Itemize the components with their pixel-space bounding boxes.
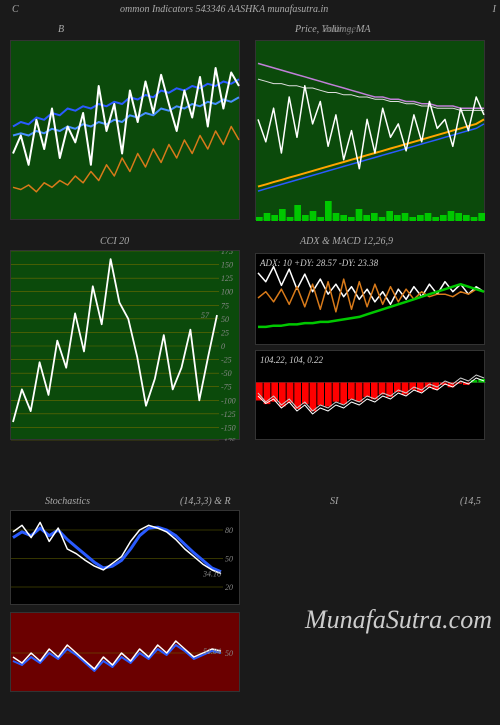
- stochastics-title-left: Stochastics: [45, 496, 90, 507]
- macd-chart: 104.22, 104, 0.22: [255, 350, 485, 440]
- svg-text:-100: -100: [221, 396, 236, 405]
- header-left: C: [12, 4, 19, 15]
- svg-text:50: 50: [225, 555, 233, 564]
- cci-chart: -175 -150 -125 -100 -75 -50 -25 0 25 50 75 100 125 15…: [10, 250, 240, 440]
- adx-macd-title: ADX & MACD 12,26,9: [300, 236, 393, 247]
- svg-text:34.16: 34.16: [202, 570, 221, 579]
- header-right: I: [493, 4, 496, 15]
- stochastics-chart: 20 50 80 34.16: [10, 510, 240, 605]
- svg-text:20: 20: [225, 583, 233, 592]
- stochastics-title-right: (14,3,3) & R: [180, 496, 231, 507]
- svg-text:25: 25: [221, 328, 229, 337]
- svg-text:-75: -75: [221, 383, 232, 392]
- svg-text:50: 50: [221, 315, 229, 324]
- svg-text:0: 0: [221, 342, 225, 351]
- header-center: ommon Indicators 543346 AASHKA munafasut…: [120, 4, 328, 15]
- bollinger-title: B: [58, 24, 64, 35]
- svg-text:-175: -175: [221, 437, 236, 441]
- rsi-title-right: (14,5: [460, 496, 481, 507]
- svg-text:80: 80: [225, 526, 233, 535]
- svg-text:-25: -25: [221, 356, 232, 365]
- svg-text:150: 150: [221, 261, 233, 270]
- svg-text:125: 125: [221, 274, 233, 283]
- svg-text:75: 75: [221, 301, 229, 310]
- svg-text:-125: -125: [221, 410, 236, 419]
- price-ma-chart: [255, 40, 485, 220]
- svg-text:ADX: 10 +DY: 28.57 -DY: 23.3: ADX: 10 +DY: 28.57 -DY: 23.38: [259, 258, 379, 268]
- svg-text:51.04: 51.04: [203, 647, 221, 656]
- page-root: C ommon Indicators 543346 AASHKA munafas…: [0, 0, 500, 725]
- rsi-title-left: SI: [330, 496, 338, 507]
- rsi-chart: 50 51.04: [10, 612, 240, 692]
- svg-text:50: 50: [225, 649, 233, 658]
- svg-text:100: 100: [221, 288, 233, 297]
- svg-text:57: 57: [201, 311, 210, 320]
- adx-chart: ADX: 10 +DY: 28.57 -DY: 23.38: [255, 253, 485, 345]
- price-ma-overlay: Bollinger: [322, 24, 360, 35]
- svg-text:104.22, 104, 0.22: 104.22, 104, 0.22: [260, 355, 324, 365]
- svg-text:-50: -50: [221, 369, 232, 378]
- watermark-text: MunafaSutra.com: [305, 605, 492, 635]
- svg-text:175: 175: [221, 251, 233, 256]
- cci-title: CCI 20: [100, 236, 129, 247]
- bollinger-chart: [10, 40, 240, 220]
- svg-text:-150: -150: [221, 423, 236, 432]
